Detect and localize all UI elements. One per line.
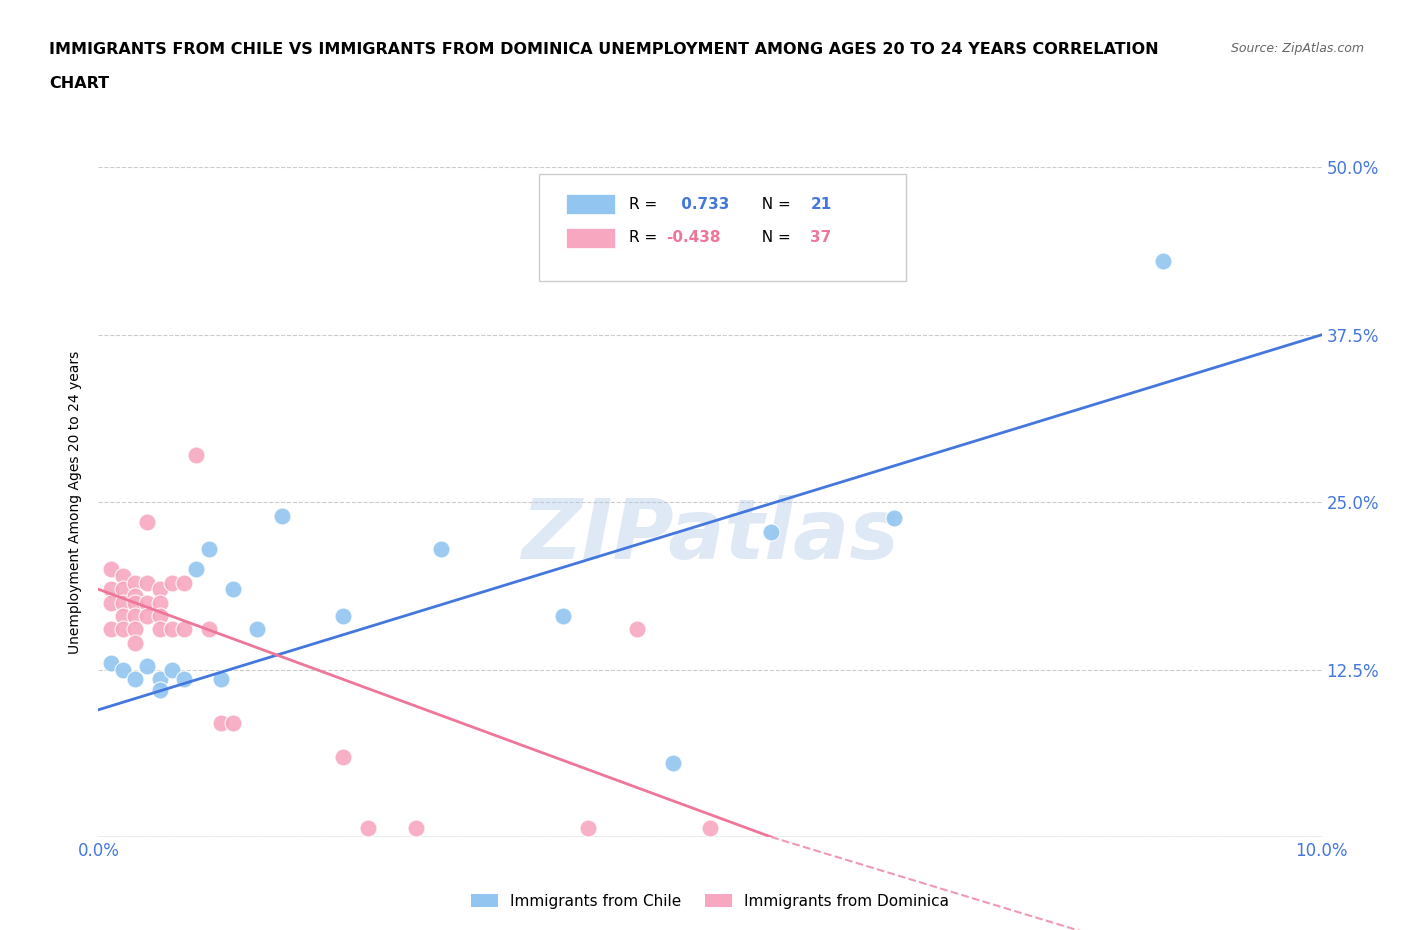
Text: R =: R = bbox=[630, 197, 662, 212]
Point bbox=[699, 820, 721, 835]
Point bbox=[197, 541, 219, 556]
Point bbox=[100, 562, 122, 577]
Point bbox=[111, 662, 134, 677]
Legend: Immigrants from Chile, Immigrants from Dominica: Immigrants from Chile, Immigrants from D… bbox=[463, 886, 957, 916]
Point bbox=[173, 575, 195, 590]
Point bbox=[149, 595, 172, 610]
Point bbox=[149, 671, 172, 686]
Point bbox=[149, 608, 172, 623]
Point bbox=[124, 589, 146, 604]
Point bbox=[124, 622, 146, 637]
Text: CHART: CHART bbox=[49, 76, 110, 91]
Text: 21: 21 bbox=[810, 197, 831, 212]
Point bbox=[100, 656, 122, 671]
Point bbox=[222, 582, 245, 597]
Point bbox=[173, 622, 195, 637]
Point bbox=[100, 595, 122, 610]
Text: ZIPatlas: ZIPatlas bbox=[522, 495, 898, 577]
Point bbox=[111, 595, 134, 610]
Point bbox=[111, 568, 134, 583]
Point bbox=[430, 541, 453, 556]
FancyBboxPatch shape bbox=[538, 174, 905, 281]
Point bbox=[124, 608, 146, 623]
Point bbox=[332, 750, 354, 764]
Point bbox=[246, 622, 269, 637]
Point bbox=[186, 562, 208, 577]
Point bbox=[553, 608, 575, 623]
Point bbox=[160, 622, 183, 637]
Point bbox=[124, 575, 146, 590]
Text: N =: N = bbox=[752, 197, 796, 212]
Point bbox=[270, 508, 292, 523]
Point bbox=[160, 662, 183, 677]
Point bbox=[186, 448, 208, 463]
Text: IMMIGRANTS FROM CHILE VS IMMIGRANTS FROM DOMINICA UNEMPLOYMENT AMONG AGES 20 TO : IMMIGRANTS FROM CHILE VS IMMIGRANTS FROM… bbox=[49, 42, 1159, 57]
Point bbox=[222, 716, 245, 731]
FancyBboxPatch shape bbox=[565, 228, 614, 247]
Point bbox=[149, 622, 172, 637]
Point bbox=[136, 575, 159, 590]
Point bbox=[576, 820, 599, 835]
Point bbox=[149, 683, 172, 698]
Point bbox=[149, 582, 172, 597]
Point bbox=[356, 820, 378, 835]
Point bbox=[111, 582, 134, 597]
Point bbox=[883, 511, 905, 525]
Y-axis label: Unemployment Among Ages 20 to 24 years: Unemployment Among Ages 20 to 24 years bbox=[69, 351, 83, 654]
Point bbox=[124, 671, 146, 686]
Point bbox=[111, 608, 134, 623]
Point bbox=[197, 622, 219, 637]
Text: N =: N = bbox=[752, 231, 796, 246]
Point bbox=[111, 622, 134, 637]
Point bbox=[626, 622, 648, 637]
Point bbox=[160, 575, 183, 590]
Point bbox=[136, 658, 159, 673]
Point bbox=[209, 716, 232, 731]
Point bbox=[100, 582, 122, 597]
Point bbox=[124, 595, 146, 610]
Point bbox=[662, 756, 685, 771]
Text: R =: R = bbox=[630, 231, 662, 246]
Point bbox=[332, 608, 354, 623]
Text: 0.733: 0.733 bbox=[676, 197, 730, 212]
Text: 37: 37 bbox=[810, 231, 831, 246]
Point bbox=[173, 671, 195, 686]
Point bbox=[136, 595, 159, 610]
Point bbox=[124, 635, 146, 650]
Point bbox=[209, 671, 232, 686]
Text: Source: ZipAtlas.com: Source: ZipAtlas.com bbox=[1230, 42, 1364, 55]
Point bbox=[1152, 254, 1174, 269]
Point bbox=[405, 820, 427, 835]
Text: -0.438: -0.438 bbox=[666, 231, 720, 246]
FancyBboxPatch shape bbox=[565, 194, 614, 214]
Point bbox=[136, 608, 159, 623]
Point bbox=[759, 525, 782, 539]
Point bbox=[136, 515, 159, 530]
Point bbox=[100, 622, 122, 637]
